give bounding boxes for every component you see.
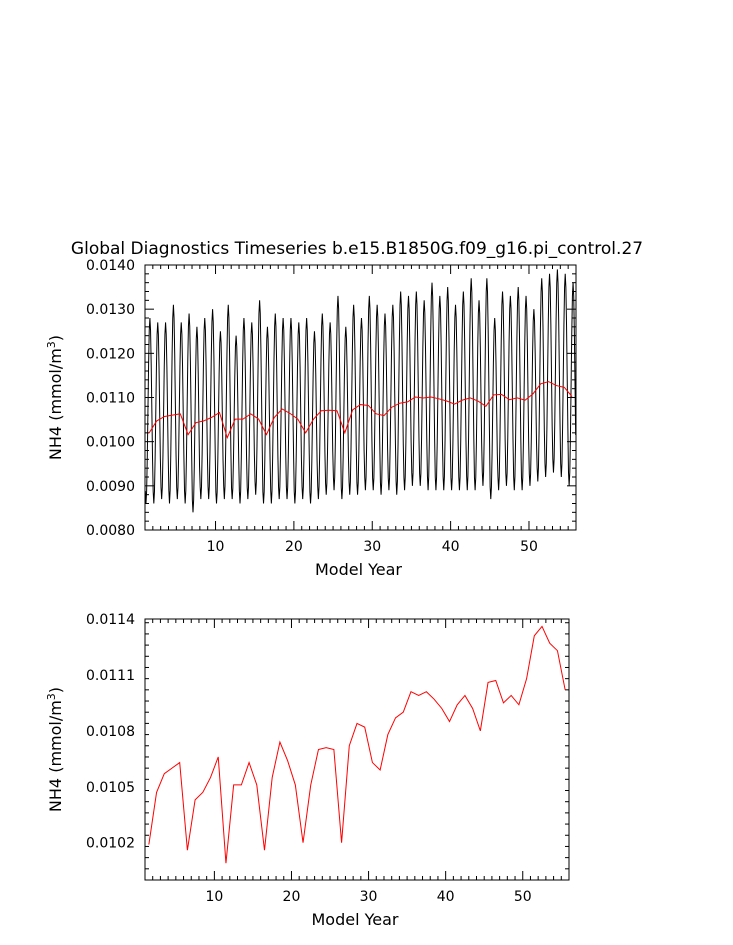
- y-tick-label: 0.0130: [86, 302, 135, 318]
- y-tick-label: 0.0100: [86, 435, 135, 451]
- y-axis-label: NH4 (mmol/m3): [45, 335, 65, 460]
- x-tick-label: 50: [520, 539, 538, 555]
- bottom-panel: 10 20 30 40 50 0.0102 0.0105 0.0108 0.0111 0.0114…: [45, 612, 570, 929]
- y-axis-label: NH4 (mmol/m3): [45, 687, 65, 812]
- y-tick-label: 0.0140: [86, 258, 135, 274]
- y-tick-label: 0.0114: [86, 612, 135, 628]
- x-tick-label: 30: [360, 889, 378, 905]
- figure-title: Global Diagnostics Timeseries b.e15.B185…: [71, 239, 643, 259]
- x-tick-label: 20: [283, 889, 301, 905]
- x-axis-label: Model Year: [315, 560, 402, 579]
- x-axis-label: Model Year: [312, 910, 399, 929]
- y-tick-label: 0.0102: [86, 836, 135, 852]
- annual-mean-series-line: [148, 625, 566, 864]
- y-tick-label: 0.0105: [86, 780, 135, 796]
- y-tick-label: 0.0090: [86, 479, 135, 495]
- x-tick-label: 40: [437, 889, 455, 905]
- y-tick-label: 0.0111: [86, 668, 135, 684]
- data-layer: [148, 625, 566, 864]
- y-tick-label: 0.0108: [86, 724, 135, 740]
- plot-frame: [144, 618, 570, 881]
- x-tick-label: 10: [205, 889, 223, 905]
- y-tick-label: 0.0120: [86, 346, 135, 362]
- plot-frame: [144, 264, 577, 531]
- x-tick-label: 40: [442, 539, 460, 555]
- monthly-series-line: [145, 269, 576, 513]
- x-tick-label: 20: [285, 539, 303, 555]
- data-layer: [145, 269, 576, 513]
- y-tick-label: 0.0080: [86, 523, 135, 539]
- y-tick-label: 0.0110: [86, 391, 135, 407]
- top-panel: 10 20 30 40 50 0.0080 0.0090 0.0100 0.0110 0.0120…: [45, 258, 577, 579]
- annual-mean-series-line: [148, 381, 573, 440]
- x-tick-label: 30: [363, 539, 381, 555]
- x-tick-label: 10: [207, 539, 225, 555]
- x-tick-label: 50: [514, 889, 532, 905]
